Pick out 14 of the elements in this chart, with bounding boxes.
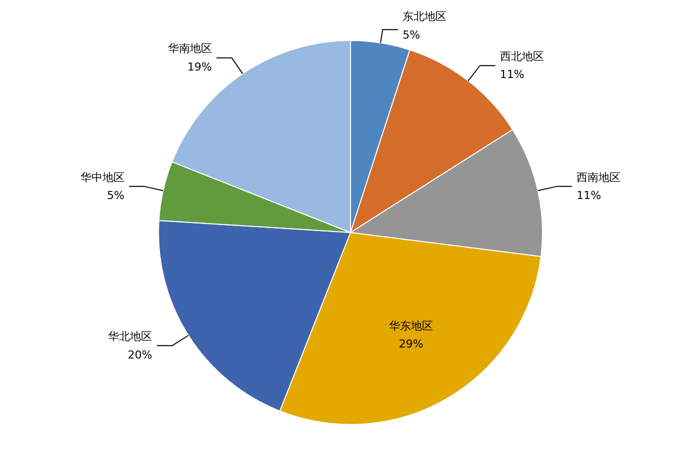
slice-label: 西南地区 [576, 170, 621, 184]
data-label: 20% [128, 348, 152, 362]
data-label: 11% [500, 68, 524, 82]
data-label: 11% [576, 189, 602, 202]
slice-label: 华南地区 [168, 42, 212, 56]
slice-label: 华东地区 [389, 319, 434, 332]
slice-label: 华北地区 [108, 330, 152, 344]
slice-label: 西北地区 [500, 50, 544, 63]
data-label: 5% [402, 28, 420, 42]
slice-label: 华中地区 [80, 170, 124, 184]
data-label: 5% [106, 189, 124, 202]
slice-label: 东北地区 [402, 10, 447, 24]
data-label: 19% [187, 60, 212, 74]
data-label: 29% [398, 338, 424, 351]
